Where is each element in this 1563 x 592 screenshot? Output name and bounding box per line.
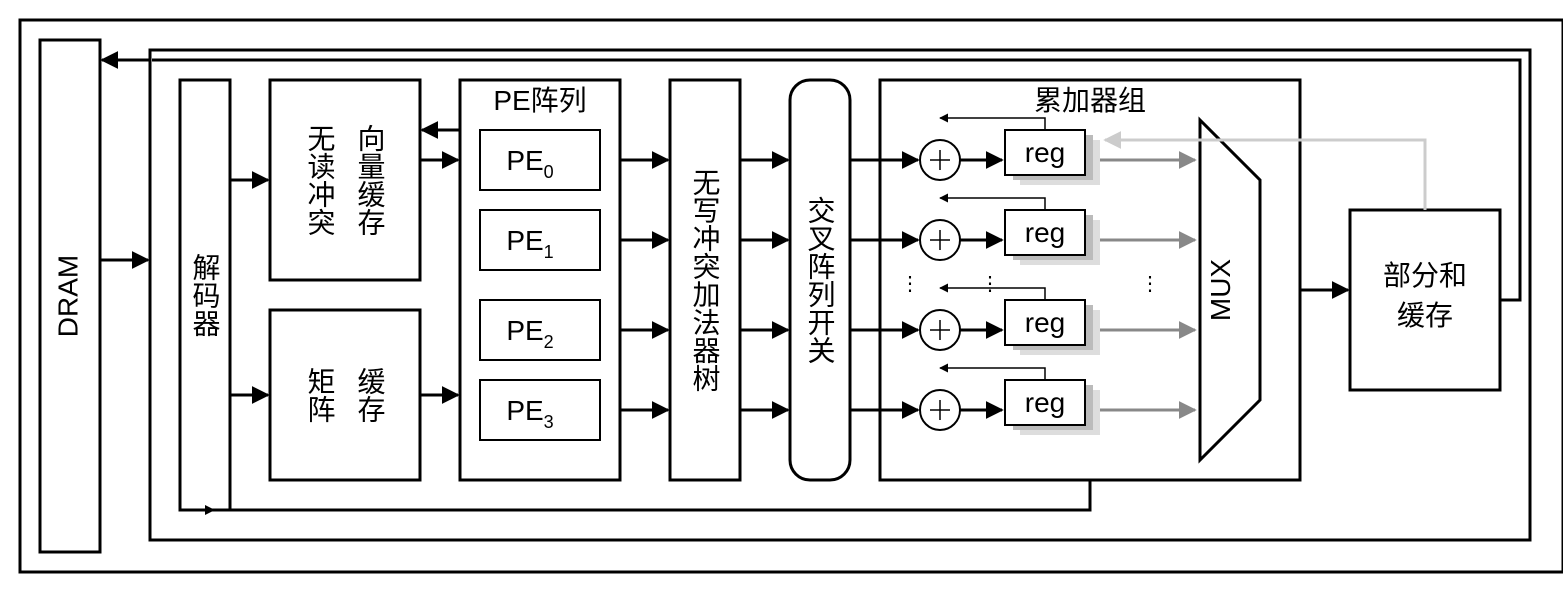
accumulator-title: 累加器组	[1034, 85, 1146, 116]
pe-1: PE1	[480, 210, 600, 270]
crossbar-label: 交叉阵列开关	[805, 196, 836, 364]
matrix-buffer-label-col2: 缓存	[355, 367, 386, 423]
mux-label: MUX	[1205, 259, 1236, 322]
svg-text:reg: reg	[1025, 307, 1065, 338]
decoder-label: 解码器	[190, 253, 221, 337]
pe-array-title: PE阵列	[493, 85, 586, 116]
svg-text:reg: reg	[1025, 217, 1065, 248]
architecture-diagram: DRAM 解码器 无读冲突 向量缓存 矩阵 缓存 PE阵列 PE0 PE1 PE…	[10, 10, 1563, 582]
ellipsis-left: ⋮	[900, 273, 920, 295]
matrix-buffer-label-col1: 矩阵	[305, 367, 336, 423]
dram-label: DRAM	[52, 255, 83, 337]
vector-buffer-label-col2: 向量缓存	[355, 124, 386, 236]
psum-label-1: 部分和	[1383, 260, 1467, 291]
reg-label: reg	[1025, 137, 1065, 168]
pe-0: PE0	[480, 130, 600, 190]
svg-text:reg: reg	[1025, 387, 1065, 418]
vector-buffer-block	[270, 80, 420, 280]
ellipsis-mid: ⋮	[980, 273, 1000, 295]
matrix-buffer-block	[270, 310, 420, 480]
pe-3: PE3	[480, 380, 600, 440]
vector-buffer-label-col1: 无读冲突	[305, 124, 336, 236]
ellipsis-right: ⋮	[1140, 273, 1160, 295]
adder-tree-label: 无写冲突加法器树	[690, 168, 721, 392]
pe-2: PE2	[480, 300, 600, 360]
psum-label-2: 缓存	[1397, 300, 1453, 331]
